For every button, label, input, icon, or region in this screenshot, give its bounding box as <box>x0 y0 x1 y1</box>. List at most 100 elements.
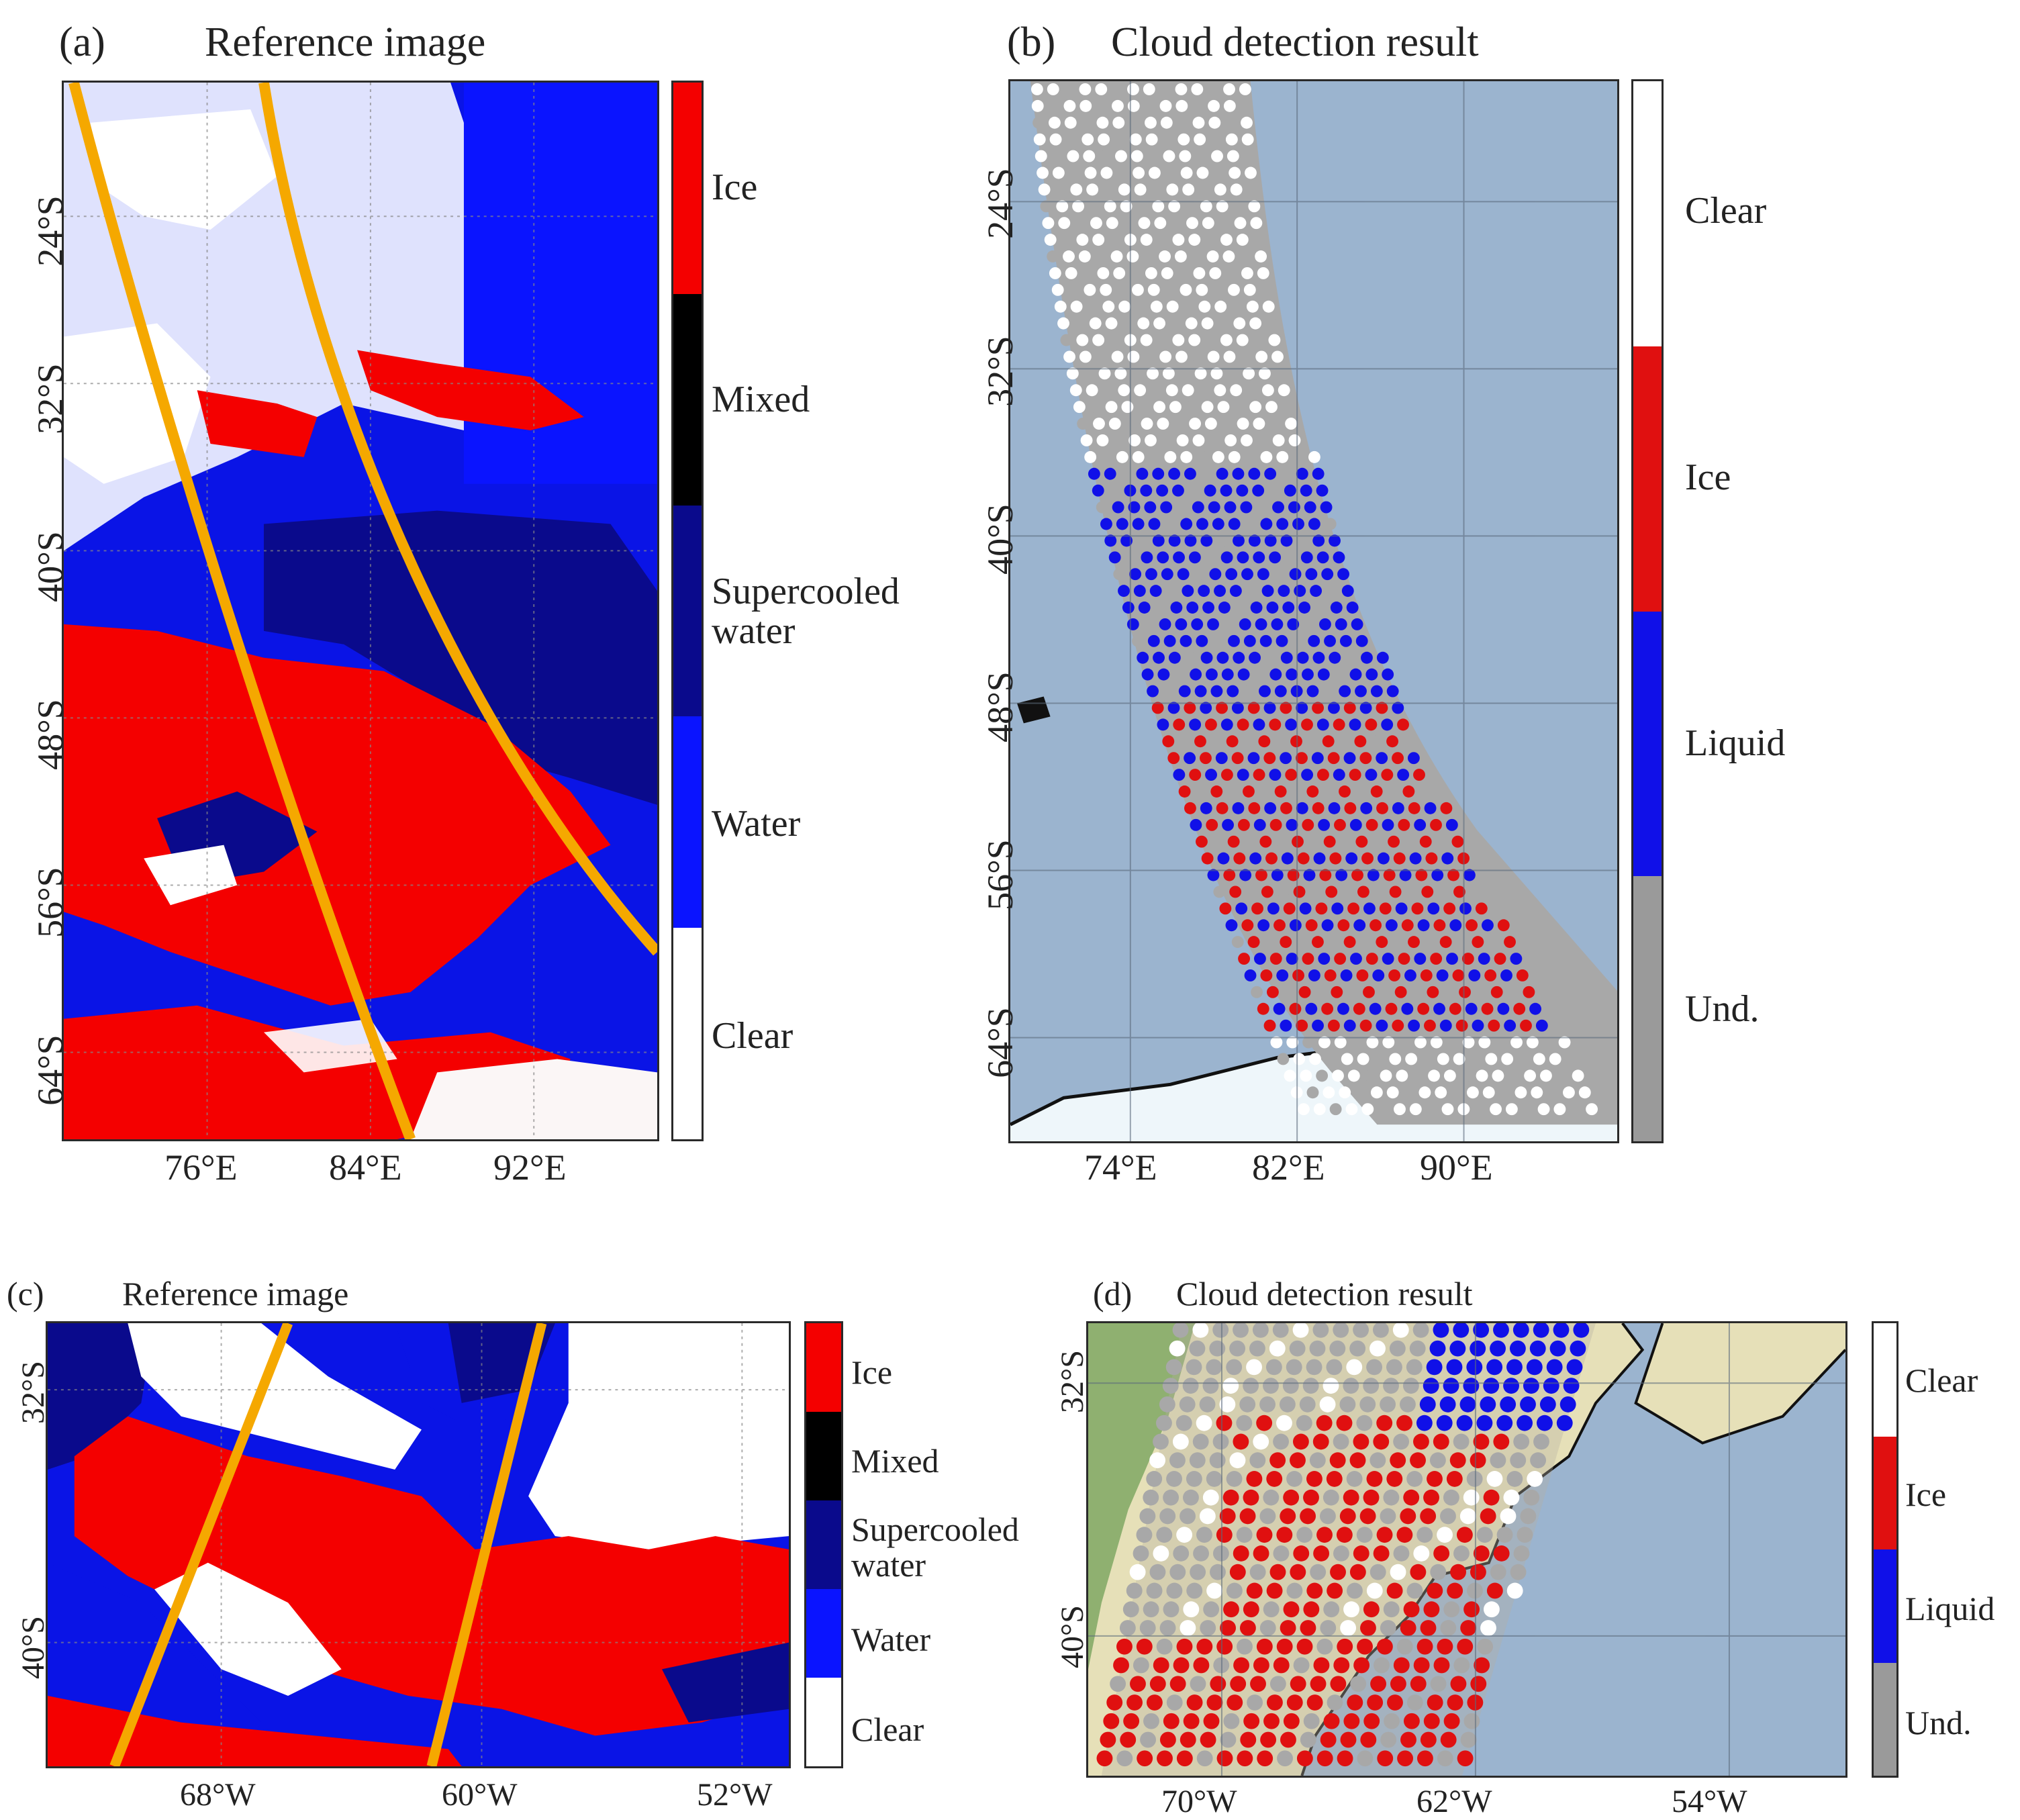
panel-b-dot <box>1382 668 1394 681</box>
panel-b-dot <box>1239 350 1252 363</box>
panel-b-dot <box>1190 250 1203 262</box>
panel-b-dot <box>1096 501 1108 514</box>
panel-b-dot <box>1163 150 1175 162</box>
panel-b-dot <box>1334 953 1347 965</box>
panel-d-dot <box>1406 1471 1423 1487</box>
panel-d-dot <box>1356 1415 1373 1431</box>
panel-d-dot <box>1457 1750 1474 1767</box>
panel-b-dot <box>1278 384 1290 397</box>
panel-b-dot <box>1284 1069 1296 1082</box>
panel-d-dot <box>1320 1620 1337 1636</box>
panel-b-dot <box>1274 367 1287 380</box>
panel-b-dot <box>1500 969 1512 981</box>
panel-b-dot <box>1200 802 1212 814</box>
panel-b-dot <box>1343 752 1356 765</box>
panel-b-dot <box>1397 769 1410 781</box>
panel-d-dot <box>1286 1582 1303 1599</box>
panel-a-title: Reference image <box>205 19 486 65</box>
panel-b-dot <box>1112 116 1125 129</box>
panel-b-dot <box>1281 401 1294 414</box>
panel-b-dot <box>1196 166 1209 179</box>
panel-b-dot <box>1253 953 1266 965</box>
panel-b-dot <box>1228 518 1241 530</box>
panel-b-dot <box>1539 1069 1552 1082</box>
panel-b-dot <box>1184 467 1196 480</box>
panel-b-dot <box>1504 936 1516 949</box>
panel-b-dot <box>1070 300 1083 313</box>
panel-b-dot <box>1241 267 1253 279</box>
panel-d-dot <box>1283 1489 1300 1506</box>
panel-b-dot <box>1224 116 1237 129</box>
panel-b-dot <box>1508 1069 1521 1082</box>
panel-d-dot <box>1143 1489 1159 1506</box>
panel-a-lon-tick: 84°E <box>329 1147 402 1188</box>
panel-b-dot <box>1365 953 1378 965</box>
panel-b-dot <box>1100 518 1112 530</box>
panel-d-dot <box>1512 1323 1529 1338</box>
panel-b-dot <box>1351 869 1363 881</box>
panel-b-dot <box>1177 133 1190 146</box>
panel-b-dot <box>1222 818 1235 831</box>
panel-b-dot <box>1100 283 1112 296</box>
panel-d-dot <box>1123 1713 1140 1729</box>
panel-d-dot <box>1559 1396 1576 1412</box>
panel-b-dot <box>1268 484 1280 497</box>
panel-b-dot <box>1173 769 1186 781</box>
panel-b-dot <box>1227 835 1240 848</box>
panel-b-dot <box>1148 450 1161 463</box>
panel-b-dot <box>1136 467 1149 480</box>
panel-b-dot <box>1126 250 1139 262</box>
panel-d-dot <box>1483 1378 1500 1394</box>
panel-b-dot <box>1241 133 1254 146</box>
panel-b-dot <box>1153 651 1165 664</box>
panel-d-dot <box>1429 1340 1446 1357</box>
panel-b-dot <box>1141 418 1153 430</box>
panel-b-dot <box>1497 1002 1510 1015</box>
panel-b-dot <box>1145 133 1158 146</box>
panel-b-dot <box>1164 450 1177 463</box>
panel-b-dot <box>1572 1069 1584 1082</box>
panel-d-map <box>1086 1321 1847 1778</box>
panel-d-dot <box>1206 1471 1222 1487</box>
panel-d-dot <box>1223 1601 1239 1618</box>
panel-b-dot <box>1394 986 1407 998</box>
panel-d-dot <box>1119 1620 1136 1636</box>
panel-b-dot <box>1051 150 1063 162</box>
panel-b-dot <box>1398 1036 1411 1049</box>
panel-d-dot <box>1493 1323 1509 1338</box>
panel-b-dot <box>1192 434 1205 446</box>
panel-d-dot <box>1483 1489 1500 1506</box>
panel-b-letter: (b) <box>1007 19 1056 65</box>
panel-b-dot <box>1372 835 1384 848</box>
panel-d-dot <box>1400 1396 1416 1412</box>
panel-d-dot <box>1169 1340 1186 1357</box>
panel-b-dot <box>1065 267 1077 279</box>
panel-d-dot <box>1257 1750 1273 1767</box>
panel-b-dot <box>1150 300 1163 313</box>
panel-b-dot <box>1112 99 1124 112</box>
panel-b-dot <box>1151 702 1164 714</box>
panel-b-dot <box>1549 1053 1561 1065</box>
panel-b-dot <box>1249 401 1262 414</box>
panel-d-title: Cloud detection result <box>1176 1275 1473 1312</box>
panel-b-dot <box>1349 668 1362 681</box>
panel-b-dot <box>1162 685 1175 698</box>
panel-d-lon-tick: 62°W <box>1416 1784 1492 1819</box>
panel-b-dot <box>1405 1053 1418 1065</box>
panel-b-dot <box>1092 334 1105 346</box>
panel-d-dot <box>1172 1433 1189 1450</box>
panel-b-dot <box>1393 852 1406 865</box>
panel-b-dot <box>1267 902 1280 915</box>
panel-d-dot <box>1233 1433 1249 1450</box>
panel-b-dot <box>1080 116 1093 129</box>
panel-d-dot <box>1290 1676 1306 1692</box>
panel-b-dot <box>1196 283 1208 296</box>
panel-b-dot <box>1192 501 1204 514</box>
panel-b-dot <box>1179 150 1192 162</box>
panel-b-dot <box>1472 1019 1484 1032</box>
panel-d-dot <box>1296 1527 1313 1543</box>
panel-b-dot <box>1313 1103 1326 1116</box>
panel-a-lat-tick: 32°S <box>30 363 70 434</box>
panel-b-dot <box>1443 902 1456 915</box>
panel-b-dot <box>1223 83 1235 95</box>
